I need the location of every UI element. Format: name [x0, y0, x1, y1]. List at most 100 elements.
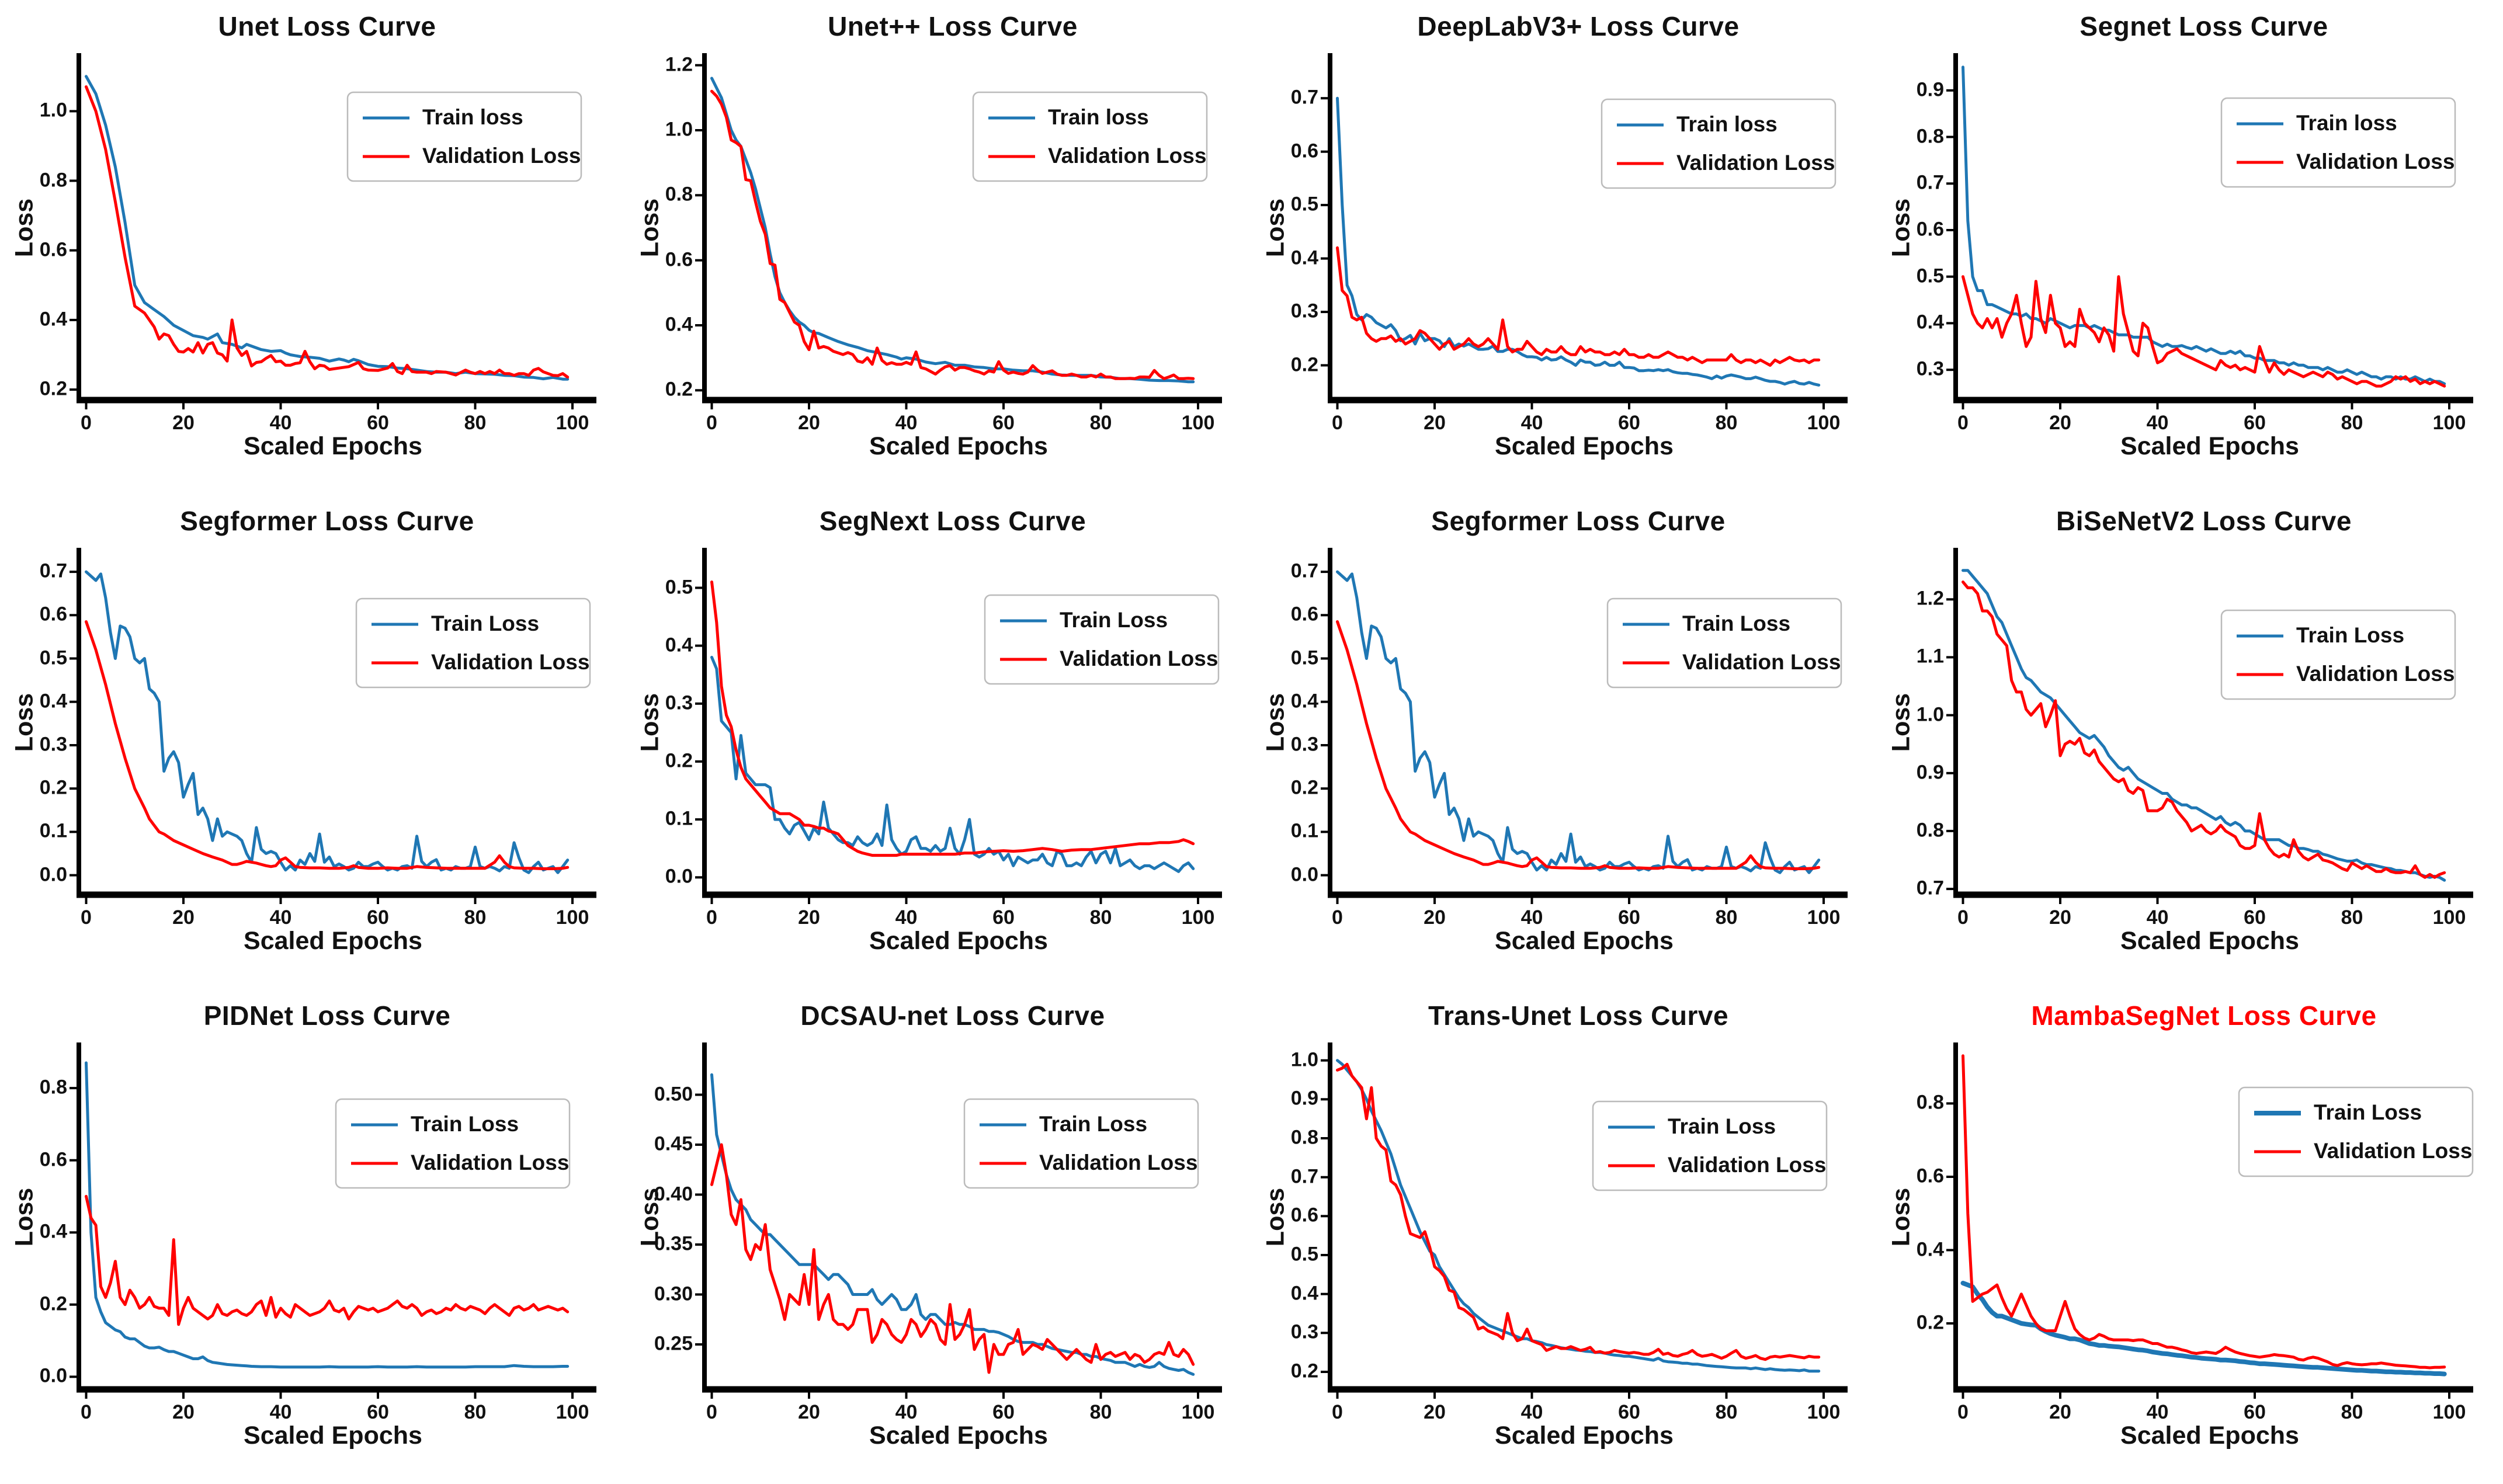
train-line [85, 1061, 570, 1369]
y-tick-label: 0.0 [39, 1365, 67, 1388]
y-tick-label: 0.3 [1290, 300, 1318, 322]
val-line [710, 581, 1195, 857]
val-line [1962, 581, 2446, 879]
y-tick-label: 0.9 [1290, 1087, 1318, 1110]
y-tick-label: 0.4 [1290, 1282, 1318, 1305]
x-tick-label: 80 [2341, 906, 2363, 929]
chart-dcsau-net: DCSAU-net Loss Curve Loss Scaled Epochs … [626, 989, 1251, 1484]
x-tick-label: 100 [1807, 412, 1841, 434]
legend-train-label: Train loss [422, 105, 523, 130]
x-tick-label: 100 [1181, 412, 1215, 434]
y-tick-label: 0.4 [1916, 311, 1944, 334]
x-tick-label: 0 [81, 906, 92, 929]
x-tick-label: 0 [1332, 906, 1343, 929]
x-tick-label: 0 [1332, 1401, 1343, 1423]
legend-train-label: Train Loss [1668, 1114, 1776, 1139]
chart-title: PIDNet Loss Curve [203, 1000, 451, 1031]
legend-box [984, 594, 1220, 685]
x-tick-label: 60 [367, 412, 389, 434]
legend-frame [963, 1098, 1199, 1189]
y-tick-label: 0.2 [39, 776, 67, 799]
x-tick-label: 20 [172, 412, 195, 434]
train-line [1960, 1281, 2447, 1377]
x-axis-label: Scaled Epochs [1495, 1422, 1674, 1450]
plot-canvas [70, 548, 596, 904]
y-tick-label: 0.5 [1290, 193, 1318, 216]
x-tick-label: 100 [556, 906, 589, 929]
x-axis-label: Scaled Epochs [1495, 927, 1674, 955]
x-tick-label: 20 [798, 412, 820, 434]
x-tick-label: 20 [172, 1401, 195, 1423]
legend-frame [355, 597, 591, 689]
val-line [710, 1143, 1195, 1374]
y-axis-label: Loss [1887, 1187, 1915, 1247]
y-tick-label: 0.0 [39, 863, 67, 886]
y-tick-label: 0.7 [39, 559, 67, 582]
x-tick-label: 100 [1181, 906, 1215, 929]
legend-frame [2220, 97, 2456, 188]
legend-val-label: Validation Loss [2296, 662, 2455, 686]
y-tick-label: 0.6 [39, 603, 67, 626]
y-tick-label: 0.45 [654, 1132, 693, 1155]
legend-val-label: Validation Loss [2296, 150, 2455, 174]
chart-title: BiSeNetV2 Loss Curve [2056, 506, 2352, 536]
y-tick-label: 0.5 [665, 576, 693, 599]
chart-deeplabv3plus: DeepLabV3+ Loss Curve Loss Scaled Epochs… [1251, 0, 1877, 495]
x-tick-label: 60 [367, 1401, 389, 1423]
y-tick-label: 0.25 [654, 1332, 693, 1355]
train-line [710, 655, 1195, 873]
x-tick-label: 0 [706, 1401, 717, 1423]
chart-title: MambaSegNet Loss Curve [2031, 1000, 2377, 1031]
legend-frame [972, 91, 1208, 182]
x-tick-label: 80 [1089, 906, 1112, 929]
chart-segnet: Segnet Loss Curve Loss Scaled Epochs 0.3… [1877, 0, 2502, 495]
y-tick-label: 0.6 [665, 248, 693, 271]
legend-train-label: Train loss [1048, 105, 1149, 130]
y-tick-label: 0.3 [1290, 1321, 1318, 1344]
legend-frame [335, 1098, 571, 1189]
x-tick-label: 0 [1957, 412, 1969, 434]
x-tick-label: 60 [2244, 906, 2266, 929]
y-tick-label: 0.8 [39, 169, 67, 192]
x-tick-label: 40 [2146, 1401, 2169, 1423]
legend-train-label: Train Loss [2296, 623, 2405, 648]
y-tick-label: 0.7 [1916, 877, 1944, 899]
chart-segformer-2: Segformer Loss Curve Loss Scaled Epochs … [1251, 495, 1877, 989]
chart-unetpp: Unet++ Loss Curve Loss Scaled Epochs 0.2… [626, 0, 1251, 495]
plot-canvas [695, 548, 1222, 904]
y-tick-label: 0.4 [1916, 1238, 1944, 1261]
val-line [85, 620, 570, 870]
plot-canvas [695, 1042, 1222, 1399]
y-tick-label: 0.4 [1290, 690, 1318, 713]
x-tick-label: 20 [2049, 412, 2071, 434]
train-line [1962, 569, 2446, 882]
x-tick-label: 100 [556, 412, 589, 434]
x-tick-label: 100 [1807, 906, 1841, 929]
x-tick-label: 0 [706, 412, 717, 434]
plot-canvas [1946, 1042, 2474, 1399]
x-tick-label: 60 [1618, 412, 1640, 434]
x-tick-label: 40 [1520, 1401, 1543, 1423]
legend-val-label: Validation Loss [1668, 1153, 1827, 1177]
x-tick-label: 20 [1424, 906, 1446, 929]
y-tick-label: 0.6 [1290, 1204, 1318, 1227]
y-tick-label: 0.1 [39, 820, 67, 843]
legend-train-label: Train loss [1676, 112, 1778, 137]
y-tick-label: 0.2 [1290, 1360, 1318, 1382]
y-tick-label: 0.9 [1916, 78, 1944, 101]
x-tick-label: 80 [464, 412, 487, 434]
legend-frame [1592, 1100, 1828, 1191]
plot-canvas [1321, 53, 1848, 409]
x-tick-label: 40 [1520, 412, 1543, 434]
x-tick-label: 100 [556, 1401, 589, 1423]
y-tick-label: 0.5 [1290, 1243, 1318, 1266]
chart-bisenetv2: BiSeNetV2 Loss Curve Loss Scaled Epochs … [1877, 495, 2502, 989]
x-tick-label: 0 [1957, 906, 1969, 929]
y-tick-label: 1.0 [39, 99, 67, 122]
x-axis-label: Scaled Epochs [869, 927, 1048, 955]
x-tick-label: 0 [81, 412, 92, 434]
chart-title: Unet Loss Curve [218, 11, 436, 41]
x-tick-label: 100 [2432, 412, 2466, 434]
legend-train-label: Train Loss [1060, 608, 1168, 632]
x-tick-label: 40 [269, 412, 292, 434]
